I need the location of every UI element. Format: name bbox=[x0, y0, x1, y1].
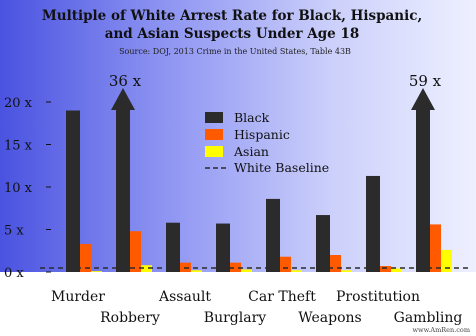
bar-asian-robbery bbox=[141, 265, 152, 272]
x-category-label: Burglary bbox=[204, 310, 266, 326]
chart-subtitle: Source: DOJ, 2013 Crime in the United St… bbox=[119, 47, 351, 56]
credit-text: www.AmRen.com bbox=[412, 326, 470, 334]
bar-black-weapons bbox=[316, 215, 330, 272]
legend-label-hispanic: Hispanic bbox=[234, 127, 290, 142]
chart-title-line-2: and Asian Suspects Under Age 18 bbox=[105, 26, 360, 42]
chart-title-line-1: Multiple of White Arrest Rate for Black,… bbox=[42, 8, 422, 24]
offscale-arrowhead bbox=[111, 88, 135, 110]
bar-hispanic-prostitution bbox=[380, 266, 391, 272]
x-category-label: Prostitution bbox=[336, 289, 420, 305]
x-category-label: Murder bbox=[51, 289, 105, 305]
y-axis: 0 x 5 x 10 x 15 x 20 x bbox=[4, 96, 51, 281]
bar-asian-murder bbox=[91, 271, 102, 272]
legend-label-black: Black bbox=[234, 110, 270, 125]
bar-hispanic-weapons bbox=[330, 255, 341, 272]
offscale-arrowhead bbox=[411, 88, 435, 110]
bar-asian-weapons bbox=[341, 270, 352, 272]
bar-black-assault bbox=[166, 222, 180, 272]
bar-asian-assault bbox=[191, 270, 202, 272]
offscale-value-label: 36 x bbox=[109, 72, 142, 90]
legend-label-baseline: White Baseline bbox=[234, 160, 329, 175]
legend: Black Hispanic Asian White Baseline bbox=[205, 110, 329, 175]
y-tick-label: 15 x bbox=[4, 139, 33, 154]
bar-black-car-theft bbox=[266, 198, 280, 272]
bar-hispanic-robbery bbox=[130, 231, 141, 272]
bar-hispanic-car-theft bbox=[280, 256, 291, 272]
x-category-label: Assault bbox=[158, 289, 211, 305]
bar-hispanic-burglary bbox=[230, 262, 241, 272]
bar-hispanic-murder bbox=[80, 243, 91, 272]
bar-black-murder bbox=[66, 110, 80, 272]
y-tick-label: 0 x bbox=[4, 266, 24, 281]
x-category-label: Weapons bbox=[298, 310, 361, 326]
x-axis-labels: Murder Robbery Assault Burglary Car Theft Wea… bbox=[51, 289, 462, 326]
bar-black-robbery bbox=[116, 108, 130, 272]
bars bbox=[66, 108, 452, 272]
x-category-label: Gambling bbox=[394, 310, 463, 326]
offscale-markers: 36 x 59 x bbox=[109, 72, 442, 110]
bar-asian-burglary bbox=[241, 269, 252, 272]
y-tick-label: 5 x bbox=[4, 224, 24, 239]
bar-asian-car-theft bbox=[291, 270, 302, 272]
legend-swatch-asian bbox=[205, 146, 223, 157]
y-tick-label: 20 x bbox=[4, 96, 33, 111]
x-category-label: Robbery bbox=[100, 310, 160, 326]
legend-label-asian: Asian bbox=[233, 144, 269, 159]
bar-hispanic-gambling bbox=[430, 224, 441, 272]
legend-swatch-black bbox=[205, 112, 223, 123]
bar-black-gambling bbox=[416, 108, 430, 272]
offscale-value-label: 59 x bbox=[409, 72, 442, 90]
bar-black-prostitution bbox=[366, 175, 380, 272]
bar-black-burglary bbox=[216, 223, 230, 272]
legend-swatch-hispanic bbox=[205, 129, 223, 140]
axis-label-panel bbox=[0, 272, 476, 336]
bar-asian-prostitution bbox=[391, 268, 402, 272]
bar-asian-gambling bbox=[441, 249, 452, 272]
y-tick-label: 10 x bbox=[4, 181, 33, 196]
x-category-label: Car Theft bbox=[248, 289, 316, 305]
